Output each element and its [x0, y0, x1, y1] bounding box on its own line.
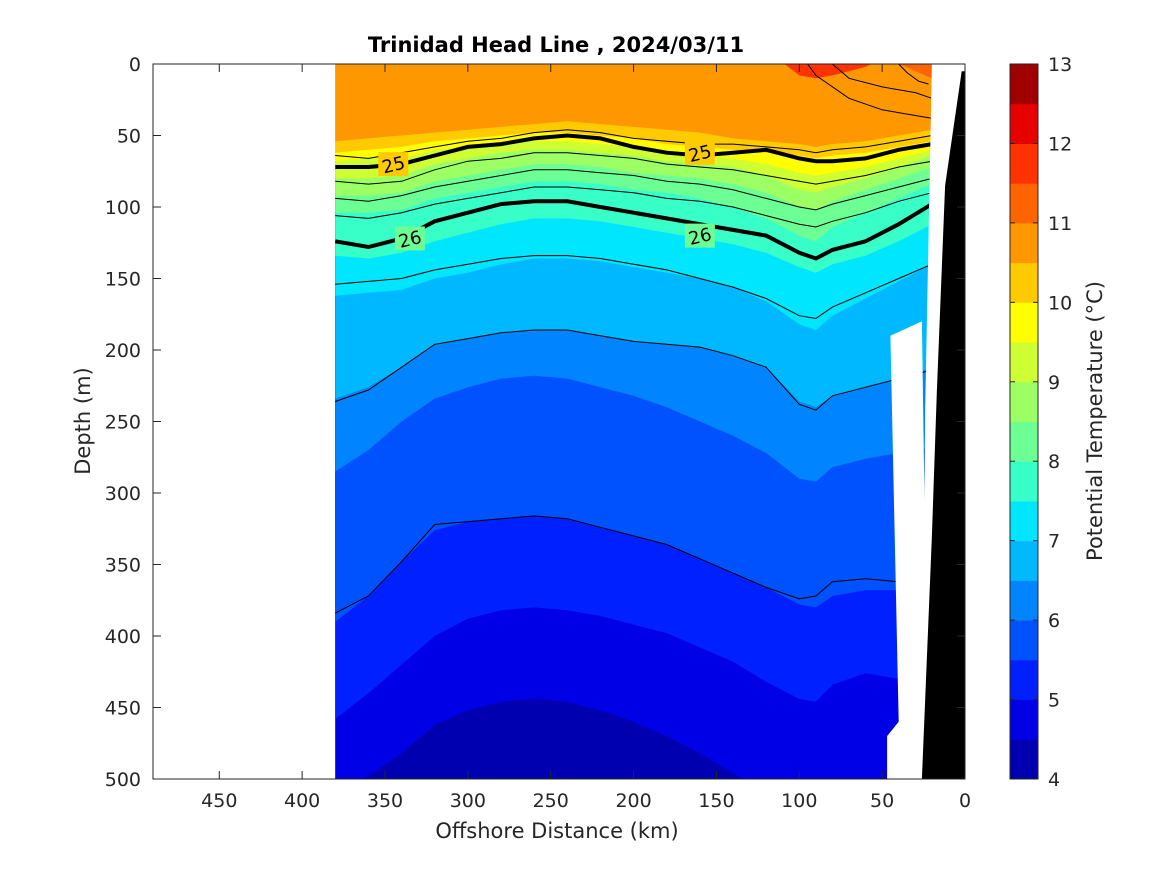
x-tick-label: 50 — [870, 790, 894, 812]
density-contour-26 — [334, 199, 933, 261]
colorbar-tick-label: 8 — [1048, 451, 1060, 473]
colorbar-swatch — [1010, 342, 1038, 383]
colorbar-tick-label: 4 — [1048, 769, 1060, 791]
thin-contour-line — [335, 186, 933, 228]
colorbar-swatch — [1010, 540, 1038, 581]
colorbar-label: Potential Temperature (°C) — [1083, 281, 1107, 561]
colorbar-swatch — [1010, 103, 1038, 144]
y-tick-label: 300 — [105, 483, 141, 505]
colorbar-swatch — [1010, 143, 1038, 184]
thin-contour-line — [335, 152, 932, 185]
colorbar-frame — [1009, 63, 1039, 780]
y-tick-label: 400 — [105, 626, 141, 648]
x-tick-label: 100 — [781, 790, 817, 812]
x-axis: 450 400 350 300 250 200 150 100 50 0 — [201, 64, 971, 812]
density-contour-label: 25 — [684, 140, 715, 167]
colorbar-tick-label: 6 — [1048, 610, 1060, 632]
y-tick-label: 150 — [105, 269, 141, 291]
x-tick-label: 250 — [533, 790, 569, 812]
y-tick-label: 450 — [105, 698, 141, 720]
density-contour-label: 26 — [684, 223, 715, 250]
y-tick-label: 100 — [105, 197, 141, 219]
thin-contour-line — [335, 329, 933, 411]
y-tick-label: 250 — [105, 412, 141, 434]
x-tick-label: 450 — [201, 790, 237, 812]
thin-contour-line — [335, 169, 933, 211]
colorbar-swatch — [1010, 620, 1038, 661]
colorbar-swatch — [1010, 64, 1038, 105]
label-halo — [684, 140, 715, 165]
colorbar-tick-label: 12 — [1048, 133, 1072, 155]
colorbar-swatch — [1010, 222, 1038, 264]
y-tick-label: 0 — [129, 54, 141, 76]
colorbar-tick-label: 5 — [1048, 690, 1060, 712]
colorbar: 13 12 11 10 9 8 7 6 5 4 — [1009, 54, 1072, 791]
no-data-gap — [887, 321, 929, 779]
temperature-band — [898, 64, 932, 79]
temperature-band — [784, 64, 872, 79]
x-tick-label: 400 — [284, 790, 320, 812]
x-tick-label: 0 — [959, 790, 971, 812]
x-tick-label: 200 — [615, 790, 651, 812]
colorbar-swatch — [1010, 699, 1038, 740]
colorbar-swatch — [1010, 500, 1038, 542]
density-contour-label: 26 — [394, 226, 425, 253]
seafloor — [921, 71, 965, 779]
colorbar-tick-label: 9 — [1048, 372, 1060, 394]
colorbar-swatch — [1010, 580, 1038, 621]
density-contour-25 — [335, 133, 933, 169]
density-contour-label: 25 — [378, 152, 409, 179]
thin-contour-fragment — [807, 64, 932, 119]
x-tick-label: 300 — [450, 790, 486, 812]
label-halo — [378, 152, 409, 177]
colorbar-swatch — [1010, 739, 1038, 780]
chart-title: Trinidad Head Line , 2024/03/11 — [368, 33, 744, 57]
thin-contour-line — [335, 515, 932, 614]
colorbar-swatch — [1010, 262, 1038, 303]
x-axis-label: Offshore Distance (km) — [435, 819, 678, 843]
colorbar-swatch — [1010, 183, 1038, 224]
colorbar-tick-label: 13 — [1048, 54, 1072, 76]
colorbar-swatch — [1010, 381, 1038, 422]
colorbar-tick-label: 10 — [1048, 292, 1072, 314]
thin-contour-fragment — [832, 64, 933, 99]
y-axis: 0 50 100 150 200 250 300 350 400 450 500 — [105, 54, 965, 791]
y-tick-label: 50 — [117, 126, 141, 148]
x-tick-label: 350 — [367, 790, 403, 812]
colorbar-tick-label: 7 — [1048, 531, 1060, 553]
label-halo — [394, 226, 425, 251]
label-halo — [684, 223, 715, 248]
y-tick-label: 200 — [105, 340, 141, 362]
colorbar-tick-label: 11 — [1048, 213, 1072, 235]
plot-area: 25 25 26 26 — [334, 64, 965, 779]
colorbar-swatch — [1010, 461, 1038, 502]
y-tick-label: 500 — [105, 769, 141, 791]
thin-contour-line — [335, 255, 933, 320]
colorbar-swatch — [1010, 421, 1038, 462]
y-axis-label: Depth (m) — [71, 367, 95, 474]
colorbar-swatch — [1010, 659, 1038, 701]
y-tick-label: 350 — [105, 555, 141, 577]
temperature-band — [335, 64, 932, 147]
x-tick-label: 150 — [698, 790, 734, 812]
thin-contour-fragment — [898, 64, 929, 85]
thin-contour-line — [335, 129, 932, 159]
colorbar-swatch — [1010, 302, 1038, 343]
